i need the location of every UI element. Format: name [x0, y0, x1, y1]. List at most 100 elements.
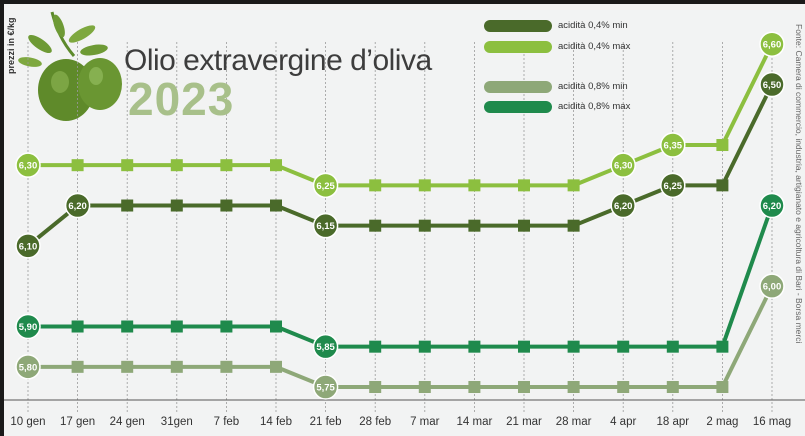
- data-label: 6,60: [763, 40, 782, 51]
- data-point: [468, 381, 481, 393]
- data-point: [567, 381, 580, 393]
- series-group: 6,10 6,20 6,15 6,20 6,25 6,50 6,30 6,25 6,30 6,35…: [15, 31, 785, 400]
- series-line: [28, 285, 774, 389]
- line-chart: 10 gen 17 gen 24 gen 31gen 7 feb 14 feb 21 feb…: [4, 11, 805, 428]
- source-note: Fonte: Camera di commercio, industria, a…: [794, 24, 804, 344]
- data-point: [270, 320, 282, 333]
- data-point: [121, 159, 134, 172]
- data-point: [71, 360, 84, 373]
- data-point: [518, 381, 530, 393]
- data-label: 5,85: [316, 342, 335, 353]
- data-label-badge: [312, 333, 339, 360]
- x-tick-label: 17 gen: [60, 416, 95, 428]
- data-point: [666, 381, 679, 393]
- series-line: [26, 83, 774, 248]
- data-point: [567, 179, 580, 192]
- data-point: [468, 179, 481, 192]
- data-label-badge: [15, 354, 41, 380]
- x-tick-label: 14 mar: [457, 416, 493, 428]
- x-tick-label: 10 gen: [10, 416, 45, 428]
- x-axis: 10 gen 17 gen 24 gen 31gen 7 feb 14 feb 21 feb…: [4, 399, 805, 428]
- data-label-badge: [15, 313, 41, 340]
- data-label-badge: [759, 31, 785, 57]
- x-tick-label: 28 mar: [556, 416, 592, 428]
- data-point: [121, 360, 134, 373]
- x-tick-label: 24 gen: [110, 416, 145, 428]
- data-point: [220, 159, 233, 172]
- data-point: [121, 199, 134, 212]
- legend-item-acidita-04-max: acidità 0,4% max: [484, 41, 684, 55]
- x-tick-label: 7 mar: [410, 416, 440, 428]
- data-point: [617, 381, 630, 393]
- series-line: [28, 43, 774, 188]
- data-point: [716, 139, 729, 152]
- data-label-badge: [660, 172, 686, 199]
- legend-label: acidità 0,8% max: [558, 101, 631, 112]
- data-label: 6,20: [763, 201, 782, 212]
- data-label: 6,25: [664, 181, 683, 192]
- data-point: [468, 219, 481, 232]
- data-point: [270, 360, 282, 373]
- data-point: [418, 179, 431, 192]
- legend-swatch: [484, 81, 552, 93]
- legend-swatch: [484, 20, 552, 32]
- data-label: 6,35: [664, 141, 683, 152]
- data-point: [170, 360, 183, 373]
- x-tick-label: 16 mag: [753, 416, 791, 428]
- data-point: [716, 381, 729, 393]
- data-label-badge: [759, 192, 785, 219]
- data-point: [270, 159, 282, 172]
- data-label-badge: [660, 132, 686, 158]
- data-label-badge: [610, 192, 636, 219]
- data-label: 6,15: [316, 221, 335, 232]
- data-point: [567, 340, 580, 353]
- data-label: 6,00: [763, 282, 782, 293]
- data-point: [518, 340, 530, 353]
- x-tick-label: 18 apr: [656, 416, 689, 428]
- data-point: [716, 179, 729, 192]
- data-point: [270, 199, 282, 212]
- x-tick-label: 2 mag: [706, 416, 738, 428]
- legend-swatch: [484, 101, 552, 113]
- legend-item-acidita-08-max: acidità 0,8% max: [484, 101, 684, 115]
- x-tick-label: 28 feb: [359, 416, 391, 428]
- y-axis-label: prezzi in €/kg: [6, 17, 16, 74]
- data-point: [518, 179, 530, 192]
- data-label-badge: [759, 71, 785, 98]
- data-label: 6,25: [316, 181, 335, 192]
- data-label-badge: [64, 192, 91, 219]
- data-label-badge: [312, 374, 339, 400]
- data-point: [617, 340, 630, 353]
- data-label-badge: [15, 152, 41, 178]
- x-tick-label: 21 mar: [506, 416, 542, 428]
- data-label: 6,10: [19, 241, 38, 252]
- legend-label: acidità 0,8% min: [558, 81, 628, 92]
- data-label: 5,80: [19, 362, 38, 373]
- legend-item-acidita-08-min: acidità 0,8% min: [484, 81, 684, 95]
- legend-swatch: [484, 41, 552, 53]
- legend-label: acidità 0,4% min: [558, 20, 628, 31]
- data-label: 6,20: [68, 201, 87, 212]
- data-label: 6,20: [614, 201, 633, 212]
- data-point: [716, 340, 729, 353]
- data-point: [418, 219, 431, 232]
- x-tick-label: 21 feb: [310, 416, 342, 428]
- data-point: [121, 320, 134, 333]
- data-point: [567, 219, 580, 232]
- data-label-badge: [15, 233, 41, 259]
- data-point: [220, 199, 233, 212]
- data-point: [71, 159, 84, 172]
- x-tick-label: 7 feb: [214, 416, 240, 428]
- data-point: [170, 320, 183, 333]
- chart-title: Olio extravergine d’oliva: [124, 44, 432, 77]
- x-tick-label: 4 apr: [610, 416, 636, 428]
- x-tick-label: 14 feb: [260, 416, 292, 428]
- data-label: 6,50: [763, 80, 782, 91]
- data-point: [666, 340, 679, 353]
- chart-card: 10 gen 17 gen 24 gen 31gen 7 feb 14 feb 21 feb…: [4, 4, 805, 436]
- series-line: [28, 204, 774, 349]
- data-point: [369, 219, 382, 232]
- legend-item-acidita-04-min: acidità 0,4% min: [484, 20, 684, 34]
- data-label: 5,75: [316, 383, 335, 394]
- chart-year: 2023: [128, 73, 235, 125]
